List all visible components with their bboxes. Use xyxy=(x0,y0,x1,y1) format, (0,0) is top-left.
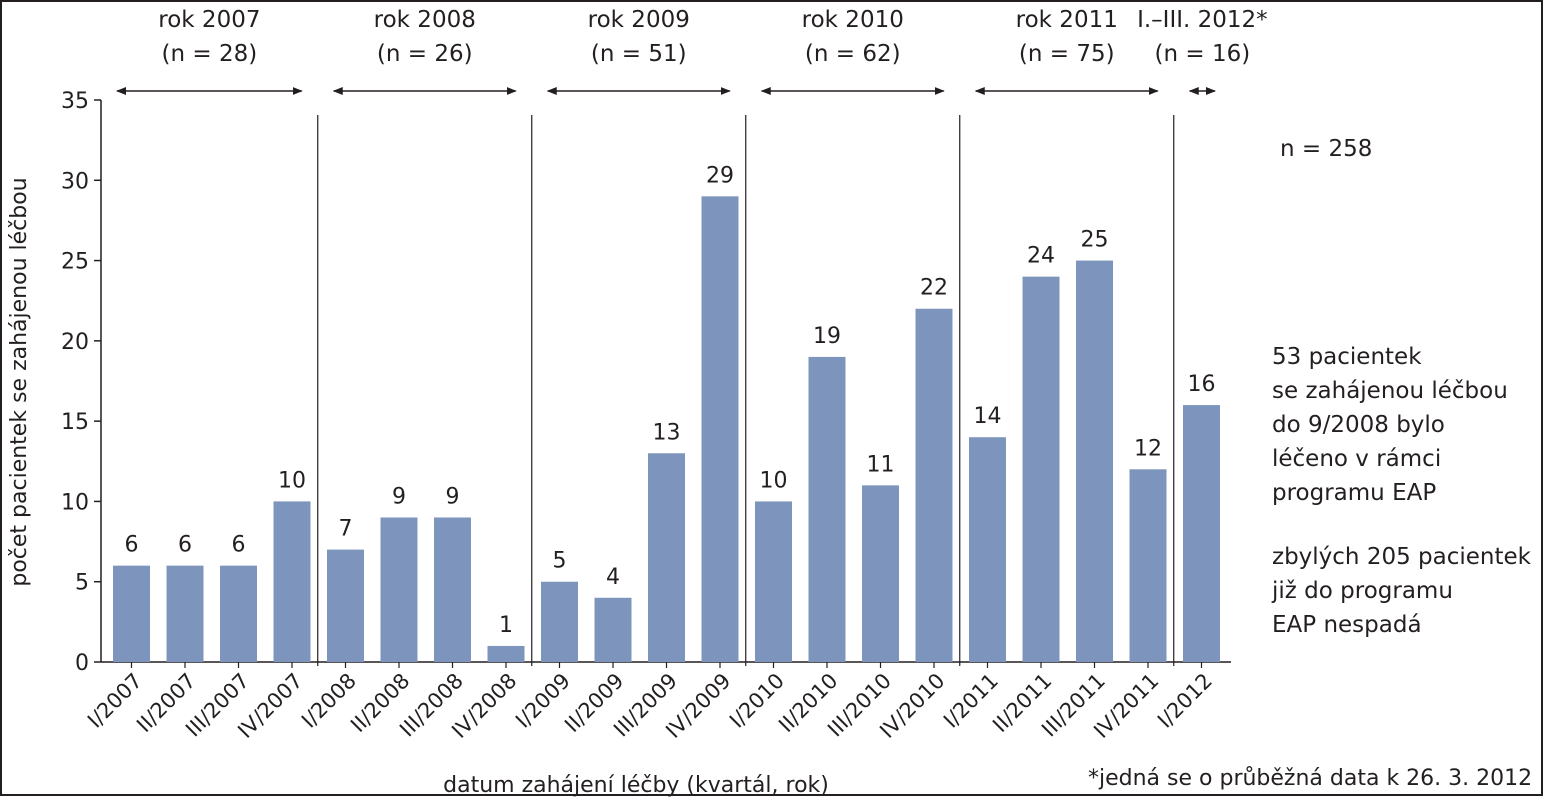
bar xyxy=(327,549,364,662)
footnote: *jedná se o průběžná data k 26. 3. 2012 xyxy=(1088,766,1533,791)
bar xyxy=(648,453,685,662)
category-label: I/2012 xyxy=(1153,669,1217,733)
bar xyxy=(273,501,311,662)
bar-value-label: 13 xyxy=(653,420,681,445)
y-axis-title: počet pacientek se zahájenou léčbou xyxy=(7,177,32,586)
y-tick-label: 25 xyxy=(61,250,89,275)
year-group-count: (n = 28) xyxy=(162,41,258,67)
bar xyxy=(701,196,739,663)
y-tick-label: 5 xyxy=(75,571,89,596)
bar-value-label: 16 xyxy=(1188,372,1216,397)
bar-value-label: 9 xyxy=(392,484,406,509)
year-group-label: I.–III. 2012* xyxy=(1137,7,1268,33)
bar-value-label: 10 xyxy=(760,468,788,493)
bar-value-label: 11 xyxy=(867,452,895,477)
eap-note-line: 53 pacientek xyxy=(1272,344,1422,370)
remaining-note-line: EAP nespadá xyxy=(1272,612,1422,638)
year-group-label: rok 2008 xyxy=(374,7,476,33)
bar xyxy=(755,501,792,662)
bar xyxy=(1129,469,1167,662)
bar-value-label: 22 xyxy=(920,276,948,301)
year-group-count: (n = 51) xyxy=(591,41,687,67)
y-tick-label: 0 xyxy=(75,651,89,676)
eap-note-line: programu EAP xyxy=(1272,480,1437,506)
year-group-label: rok 2011 xyxy=(1016,7,1118,33)
bar xyxy=(380,517,418,662)
total-count-label: n = 258 xyxy=(1280,136,1373,162)
x-axis-title: datum zahájení léčby (kvartál, rok) xyxy=(443,773,829,798)
year-group-count: (n = 16) xyxy=(1155,41,1251,67)
y-tick-label: 20 xyxy=(61,330,89,355)
bar xyxy=(594,597,632,662)
bar xyxy=(113,565,150,662)
y-tick-label: 15 xyxy=(61,410,89,435)
bar-value-label: 5 xyxy=(553,549,567,574)
remaining-note: zbylých 205 pacientek již do programu EA… xyxy=(1272,540,1531,642)
year-group-label: rok 2007 xyxy=(158,7,260,33)
bar-value-label: 4 xyxy=(606,565,620,590)
y-tick-label: 35 xyxy=(61,89,89,114)
bar xyxy=(220,565,257,662)
bar-value-label: 6 xyxy=(125,533,139,558)
eap-note-line: do 9/2008 bylo xyxy=(1272,412,1445,438)
bar xyxy=(969,437,1006,662)
bar-value-label: 25 xyxy=(1081,228,1109,253)
bar xyxy=(434,517,471,662)
remaining-note-line: již do programu xyxy=(1272,578,1453,604)
year-group-count: (n = 75) xyxy=(1019,41,1115,67)
year-group-label: rok 2010 xyxy=(802,7,904,33)
y-tick-label: 30 xyxy=(61,169,89,194)
year-group-count: (n = 26) xyxy=(377,41,473,67)
bar xyxy=(915,308,953,662)
bar xyxy=(808,356,846,662)
bar-value-label: 12 xyxy=(1134,436,1162,461)
bar-value-label: 10 xyxy=(278,468,306,493)
bar xyxy=(1022,276,1060,662)
remaining-note-line: zbylých 205 pacientek xyxy=(1272,544,1531,570)
bar-value-label: 7 xyxy=(339,517,353,542)
bar xyxy=(166,565,204,662)
bar-value-label: 6 xyxy=(178,533,192,558)
eap-note: 53 pacientek se zahájenou léčbou do 9/20… xyxy=(1272,340,1508,510)
year-group-label: rok 2009 xyxy=(588,7,690,33)
year-group-count: (n = 62) xyxy=(805,41,901,67)
bar-value-label: 9 xyxy=(446,484,460,509)
eap-note-line: léčeno v rámci xyxy=(1272,446,1442,472)
bar-value-label: 19 xyxy=(813,324,841,349)
bar-value-label: 6 xyxy=(232,533,246,558)
bar xyxy=(487,645,525,662)
bar xyxy=(862,485,899,662)
bar-value-label: 24 xyxy=(1027,244,1055,269)
bar xyxy=(541,581,578,662)
bar-value-label: 29 xyxy=(706,163,734,188)
bar xyxy=(1076,260,1113,662)
y-tick-label: 10 xyxy=(61,490,89,515)
bar-value-label: 1 xyxy=(499,613,513,638)
bar xyxy=(1183,405,1220,662)
eap-note-line: se zahájenou léčbou xyxy=(1272,378,1508,404)
bar-value-label: 14 xyxy=(974,404,1002,429)
